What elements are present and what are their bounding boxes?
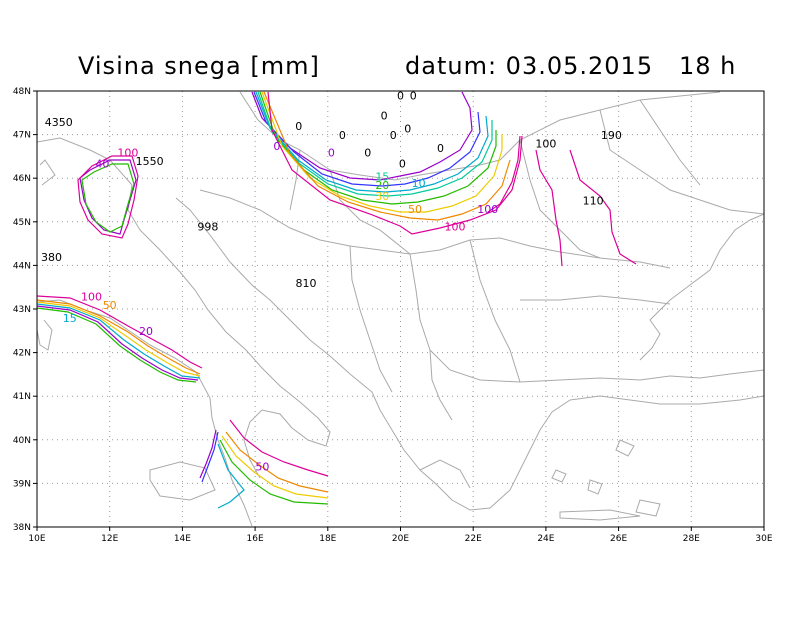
x-tick-label: 18E (319, 534, 336, 544)
grid-lines (37, 91, 764, 527)
contour-label: 10 (412, 177, 426, 190)
x-tick-label: 12E (101, 534, 118, 544)
contour-line (36, 305, 199, 381)
station-value: 0 (397, 90, 404, 103)
contour-line (229, 419, 329, 477)
station-value: 100 (535, 138, 556, 151)
contour-line (81, 163, 135, 233)
contour-line (217, 443, 245, 509)
y-tick-label: 45N (13, 218, 31, 228)
contour-label: 20 (375, 179, 389, 192)
contour-label: 100 (445, 221, 466, 234)
x-tick-label: 22E (465, 534, 482, 544)
contour-label: 20 (139, 325, 153, 338)
contour-line (219, 439, 329, 505)
y-tick-label: 42N (13, 349, 31, 359)
station-value: 810 (295, 277, 316, 290)
y-tick-label: 40N (13, 436, 31, 446)
y-tick-label: 48N (13, 87, 31, 97)
station-value: 110 (583, 194, 604, 207)
station-value: 0 (410, 90, 417, 103)
contour-line (36, 301, 201, 377)
contour-label: 40 (95, 157, 109, 170)
station-value: 4350 (45, 116, 73, 129)
y-tick-label: 38N (13, 523, 31, 533)
contour-line (201, 431, 219, 483)
contour-line (36, 303, 201, 379)
contour-line (36, 295, 203, 369)
contour-label: 100 (477, 203, 498, 216)
station-value: 0 (399, 157, 406, 170)
datum-hour: 18 h (678, 52, 737, 80)
snow-contours (36, 91, 637, 509)
x-tick-label: 14E (174, 534, 191, 544)
contour-label: 100 (81, 290, 102, 303)
map-title: Visina snega [mm] (78, 52, 320, 80)
station-value: 190 (601, 129, 622, 142)
contour-line (255, 91, 489, 193)
y-tick-label: 39N (13, 479, 31, 489)
contour-label: 50 (103, 299, 117, 312)
contour-line (79, 159, 137, 235)
contour-line (267, 91, 523, 235)
contour-label: 30 (375, 190, 389, 203)
datum-line: datum: 03.05.2015 18 h (405, 52, 736, 80)
contour-label: 100 (117, 146, 138, 159)
x-tick-label: 24E (537, 534, 554, 544)
x-tick-label: 16E (247, 534, 264, 544)
y-tick-label: 44N (13, 261, 31, 271)
x-tick-label: 26E (610, 534, 627, 544)
x-tick-label: 30E (755, 534, 772, 544)
x-tick-label: 28E (683, 534, 700, 544)
datum-label: datum: (405, 52, 498, 80)
contour-label: 50 (408, 203, 422, 216)
station-value: 380 (41, 251, 62, 264)
contour-label: 15 (63, 312, 77, 325)
contour-line (535, 149, 563, 267)
station-value: 0 (437, 142, 444, 155)
y-tick-label: 41N (13, 392, 31, 402)
station-value: 0 (404, 122, 411, 135)
contour-label: 0 (273, 140, 280, 153)
station-value: 0 (390, 129, 397, 142)
station-value: 1550 (136, 155, 164, 168)
y-tick-label: 46N (13, 174, 31, 184)
contour-line (257, 91, 493, 197)
contour-line (487, 135, 521, 213)
x-tick-label: 10E (28, 534, 45, 544)
contour-label: 50 (255, 460, 269, 473)
contour-line (221, 435, 329, 499)
contour-line (225, 431, 329, 493)
contour-line (263, 91, 511, 221)
station-value: 0 (364, 146, 371, 159)
station-value: 998 (197, 221, 218, 234)
y-tick-label: 47N (13, 131, 31, 141)
station-value: 0 (381, 109, 388, 122)
contour-line (36, 299, 201, 375)
contour-line (199, 429, 217, 479)
x-tick-label: 20E (392, 534, 409, 544)
contour-label: 0 (328, 146, 335, 159)
contour-label: 15 (375, 170, 389, 183)
datum-date: 03.05.2015 (505, 52, 654, 80)
station-value: 0 (295, 120, 302, 133)
axis-ticks: 10E 12E 14E 16E 18E 20E 22E 24E 26E 28E 30E 38N 39N 4… (13, 87, 773, 544)
station-value: 0 (339, 129, 346, 142)
contour-line (251, 91, 473, 181)
contour-line (253, 91, 481, 187)
contour-line (261, 91, 503, 213)
contour-line (569, 149, 637, 265)
y-tick-label: 43N (13, 305, 31, 315)
contour-line (77, 155, 139, 239)
contour-line (36, 307, 197, 383)
